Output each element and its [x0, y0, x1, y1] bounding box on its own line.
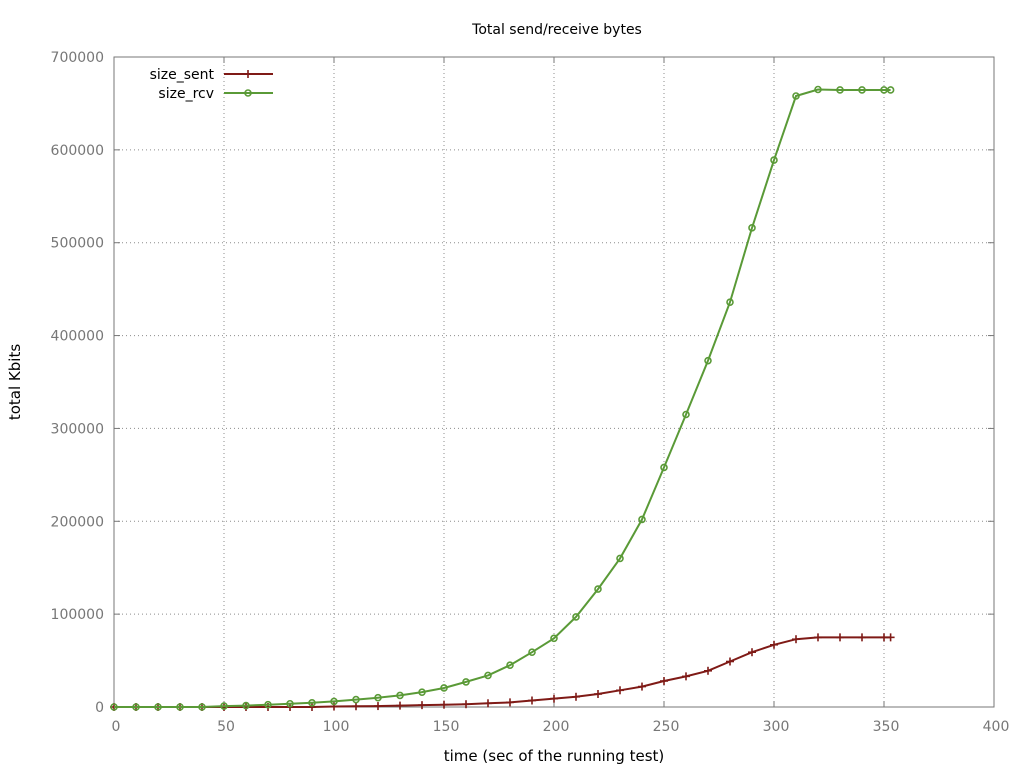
data-point: [132, 703, 140, 711]
data-point: [748, 648, 756, 657]
data-point: [770, 156, 778, 164]
data-point: [836, 86, 844, 94]
legend-item-size_sent: size_sent: [150, 67, 273, 83]
x-axis-label: time (sec of the running test): [444, 747, 665, 765]
x-tick-label: 300: [763, 719, 790, 735]
y-tick-label: 300000: [51, 421, 104, 437]
legend-label: size_sent: [150, 67, 215, 83]
axis-ticks: 0 50 100 150 200 250 300 350 400 0 100000 200000 300…: [51, 50, 1010, 735]
data-point: [726, 298, 734, 306]
data-point: [616, 686, 624, 695]
data-point: [462, 678, 470, 686]
y-tick-label: 600000: [51, 143, 104, 159]
x-tick-label: 250: [653, 719, 680, 735]
data-point: [220, 702, 228, 710]
data-point: [594, 585, 602, 593]
data-point: [726, 657, 734, 666]
data-point: [418, 688, 426, 696]
y-tick-label: 0: [95, 700, 104, 716]
data-point: [528, 696, 536, 705]
grid-lines: [114, 57, 994, 707]
data-point: [462, 700, 470, 709]
data-point: [616, 554, 624, 563]
x-tick-label: 100: [323, 719, 350, 735]
data-point: [886, 633, 895, 642]
x-tick-label: 0: [112, 719, 121, 735]
data-point: [176, 703, 184, 711]
legend-item-size_rcv: size_rcv: [158, 86, 273, 102]
data-point: [242, 701, 250, 710]
data-point: [396, 701, 404, 710]
data-point: [396, 691, 404, 700]
data-point: [506, 661, 514, 670]
data-point: [110, 703, 118, 711]
series-layer: [110, 85, 895, 711]
legend-label: size_rcv: [158, 86, 214, 102]
data-point: [418, 701, 426, 710]
data-point: [886, 86, 895, 94]
data-point: [814, 633, 822, 642]
data-point: [748, 224, 756, 232]
data-point: [792, 635, 800, 644]
data-point: [244, 70, 252, 78]
data-point: [352, 695, 360, 704]
data-point: [836, 633, 844, 642]
y-axis-label: total Kbits: [6, 344, 24, 420]
x-tick-label: 50: [217, 719, 235, 735]
data-point: [330, 697, 338, 706]
data-point: [858, 633, 866, 642]
data-point: [440, 684, 448, 692]
chart-title: Total send/receive bytes: [471, 22, 642, 38]
y-tick-label: 700000: [51, 50, 104, 66]
data-point: [440, 700, 448, 709]
data-point: [572, 613, 580, 621]
x-tick-label: 350: [873, 719, 900, 735]
data-point: [374, 702, 382, 711]
data-point: [550, 694, 558, 703]
data-point: [506, 698, 514, 707]
series-line: [114, 88, 891, 708]
data-point: [308, 699, 316, 707]
data-point: [154, 703, 162, 711]
data-point: [660, 463, 668, 472]
data-point: [286, 699, 294, 708]
data-point: [682, 410, 690, 419]
x-tick-label: 400: [983, 719, 1010, 735]
data-point: [374, 693, 382, 702]
y-tick-label: 400000: [51, 329, 104, 345]
x-tick-label: 150: [433, 719, 460, 735]
series-size_sent: [110, 633, 895, 711]
data-point: [550, 634, 558, 643]
data-point: [484, 671, 492, 680]
data-point: [660, 677, 668, 685]
data-point: [484, 699, 492, 708]
series-size_rcv: [110, 85, 895, 711]
data-point: [198, 703, 206, 711]
y-tick-label: 500000: [51, 236, 104, 252]
data-point: [244, 89, 252, 97]
data-point: [528, 648, 536, 657]
data-point: [704, 666, 712, 675]
data-point: [594, 690, 602, 698]
data-point: [264, 700, 272, 709]
data-point: [308, 703, 316, 711]
data-point: [858, 86, 866, 94]
data-point: [792, 92, 800, 100]
data-point: [682, 672, 690, 681]
data-point: [352, 702, 360, 711]
data-point: [770, 640, 778, 649]
data-point: [572, 692, 580, 701]
data-point: [638, 682, 646, 691]
y-tick-label: 100000: [51, 607, 104, 623]
legend: size_sent size_rcv: [150, 67, 273, 102]
y-tick-label: 200000: [51, 514, 104, 530]
data-point: [638, 515, 646, 524]
x-tick-label: 200: [543, 719, 570, 735]
data-point: [704, 356, 712, 365]
data-point: [814, 85, 822, 94]
